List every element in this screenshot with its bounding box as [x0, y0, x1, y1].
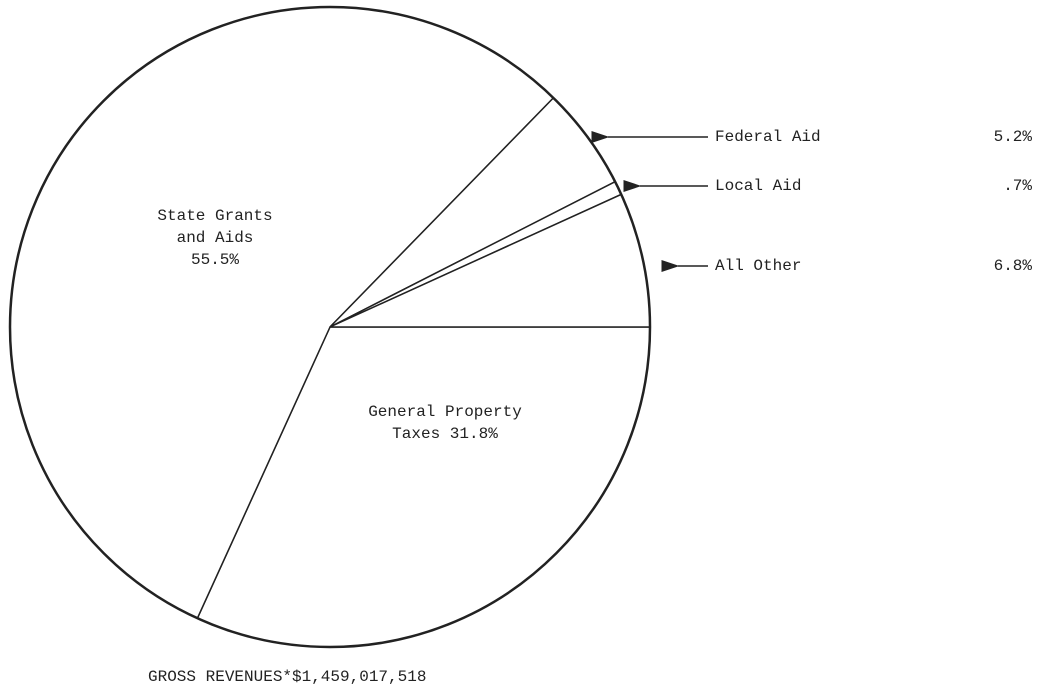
slice-label: State Grants and Aids 55.5%: [140, 205, 290, 271]
value-label: 55.5%: [190, 251, 239, 269]
value-label: 5.2%: [993, 128, 1032, 146]
slice-label: General Property Taxes 31.8%: [345, 401, 545, 445]
pie-outline: [8, 5, 652, 649]
category-label: Local Aid: [715, 177, 802, 195]
value-label: 6.8%: [993, 257, 1032, 275]
footer-amount: $1,459,017,518: [292, 668, 427, 686]
category-label: General Property Taxes: [368, 403, 522, 443]
value-label: .7%: [1003, 177, 1032, 195]
category-label: All Other: [715, 257, 802, 275]
category-label: Federal Aid: [715, 128, 821, 146]
category-label: State Grants and Aids: [157, 207, 273, 247]
value-label: 31.8%: [449, 425, 498, 443]
footer-label: GROSS REVENUES*: [148, 668, 293, 686]
